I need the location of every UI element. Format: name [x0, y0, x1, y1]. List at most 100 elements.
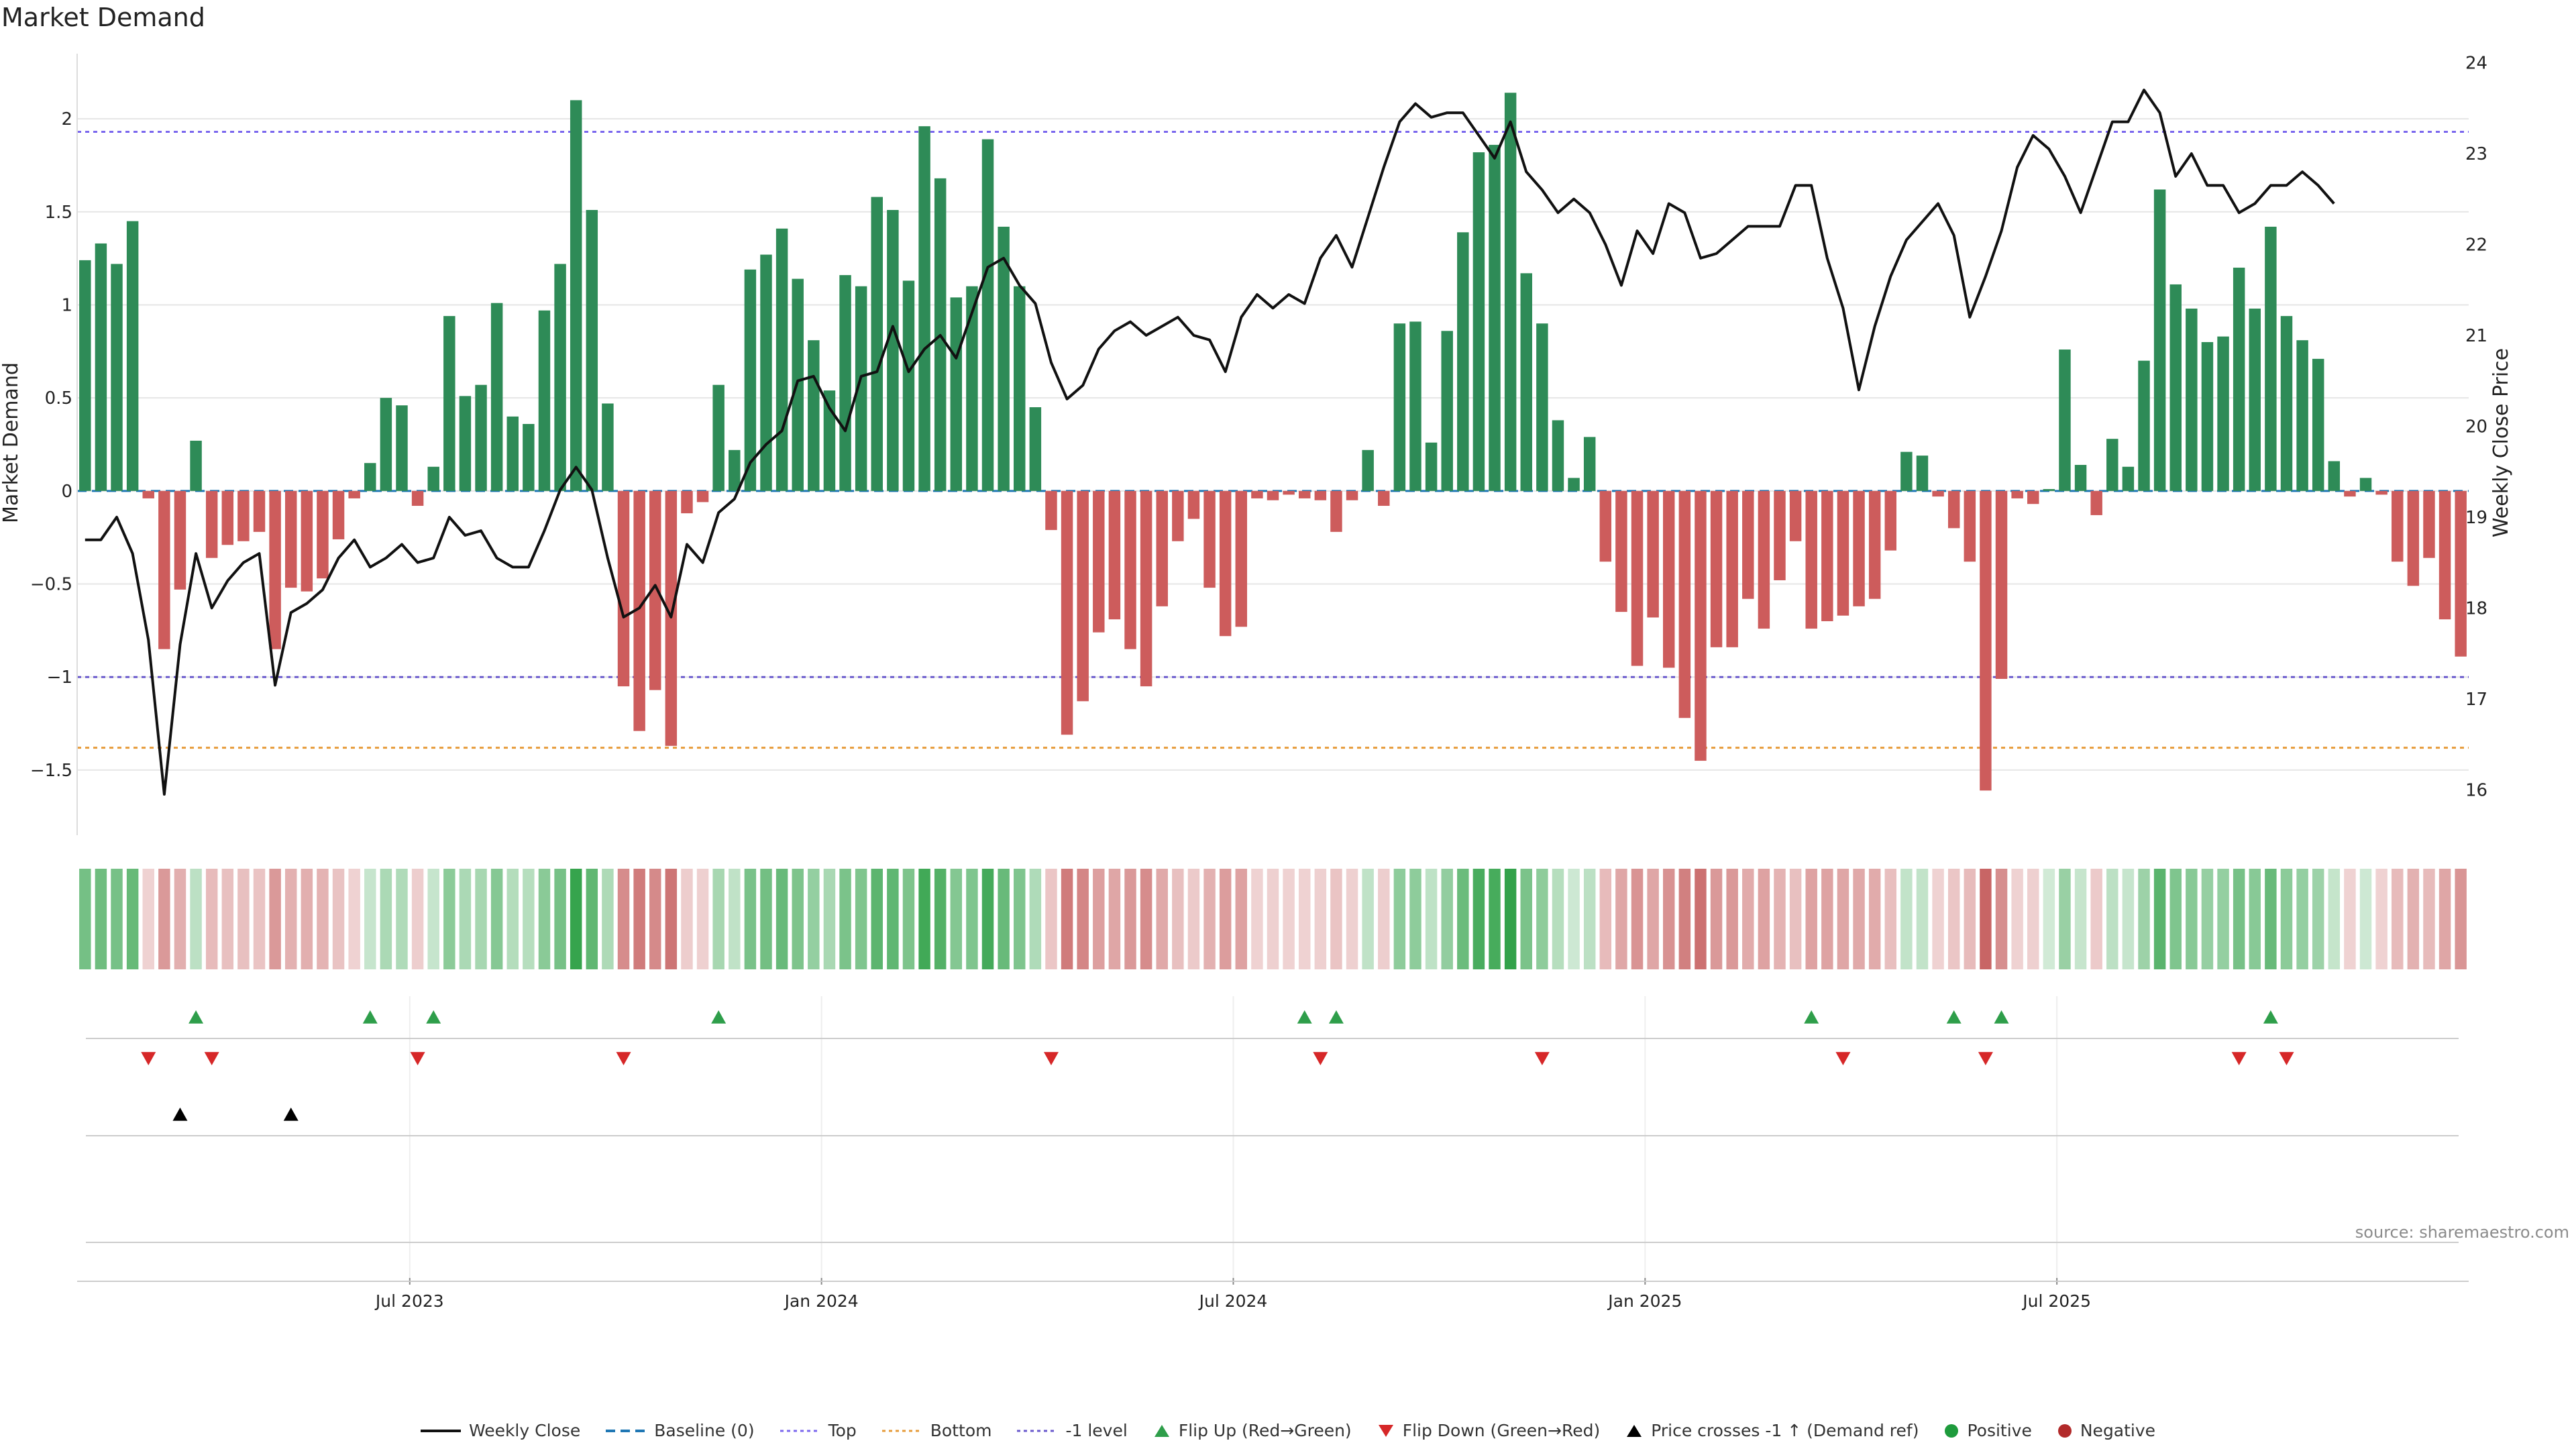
weekly-close-line: [85, 89, 2335, 796]
legend-item-bottom: Bottom: [881, 1421, 991, 1440]
heat-cell-negative: [1837, 869, 1849, 969]
demand-bar-negative: [174, 490, 186, 590]
demand-bar-negative: [253, 490, 266, 532]
heat-cell-positive: [523, 869, 535, 969]
flip-down-marker: [204, 1052, 219, 1065]
flip-up-marker: [426, 1010, 441, 1024]
chart-title: Market Demand: [1, 3, 205, 32]
demand-bar-negative: [411, 490, 424, 506]
heat-cell-positive: [998, 869, 1010, 969]
flip-up-marker: [1994, 1010, 2009, 1024]
heat-cell-positive: [966, 869, 978, 969]
demand-bar-positive: [2106, 439, 2118, 491]
demand-bar-negative: [1647, 490, 1659, 618]
heat-cell-negative: [617, 869, 630, 969]
heat-cell-negative: [1203, 869, 1216, 969]
heat-cell-negative: [649, 869, 661, 969]
heat-cell-negative: [2375, 869, 2387, 969]
price-cross-up-marker: [172, 1108, 188, 1121]
demand-bar-negative: [1172, 490, 1184, 541]
y-tick-label-left: 0: [61, 482, 72, 502]
demand-bar-negative: [1662, 490, 1675, 668]
demand-bar-positive: [2043, 489, 2055, 491]
demand-bar-negative: [301, 490, 313, 592]
heat-cell-positive: [1393, 869, 1406, 969]
heat-cell-positive: [1583, 869, 1596, 969]
flip-down-marker: [1978, 1052, 1993, 1065]
y-tick-label-right: 24: [2465, 54, 2487, 74]
x-tick-label: Jul 2023: [374, 1291, 444, 1311]
demand-bar-positive: [1472, 152, 1485, 491]
heat-cell-negative: [2423, 869, 2435, 969]
demand-bar-positive: [111, 264, 123, 491]
axes: 2 1.5 1 0.5 0 −0.5 −1 −1.5 24 23 22 21 20 19 18 17 16 Jul…: [30, 54, 2487, 1311]
demand-bar-negative: [1837, 490, 1849, 616]
y-tick-label-left: 2: [61, 109, 72, 129]
demand-bar-negative: [1124, 490, 1136, 649]
heat-cell-negative: [1108, 869, 1121, 969]
demand-bar-positive: [1504, 93, 1517, 491]
demand-bar-negative: [1821, 490, 1833, 622]
demand-bar-positive: [1568, 478, 1580, 491]
heat-cell-negative: [221, 869, 234, 969]
demand-bar-negative: [348, 490, 360, 498]
y-tick-label-right: 23: [2465, 144, 2487, 164]
demand-bar-positive: [808, 340, 820, 491]
legend-item-negative: Negative: [2057, 1421, 2155, 1440]
heat-cell-positive: [570, 869, 582, 969]
heat-cell-negative: [1378, 869, 1390, 969]
heat-cell-positive: [918, 869, 930, 969]
heat-cell-negative: [1742, 869, 1754, 969]
heat-cell-positive: [602, 869, 614, 969]
y-axis-label-right: Weekly Close Price: [2489, 348, 2513, 537]
demand-bar-positive: [1583, 437, 1596, 491]
demand-bar-positive: [2153, 189, 2166, 491]
circle-icon: [2057, 1424, 2072, 1438]
heat-cell-positive: [2217, 869, 2229, 969]
demand-bar-negative: [284, 490, 297, 588]
heat-cell-negative: [1045, 869, 1057, 969]
demand-bar-negative: [681, 490, 693, 514]
flip-up-marker: [362, 1010, 378, 1024]
legend-label: Price crosses -1 ↑ (Demand ref): [1651, 1421, 1919, 1440]
demand-bar-positive: [1552, 420, 1564, 491]
legend-label: Flip Down (Green→Red): [1402, 1421, 1601, 1440]
heat-cell-positive: [79, 869, 91, 969]
y-tick-label-right: 21: [2465, 326, 2487, 346]
heat-cell-negative: [237, 869, 250, 969]
heat-cell-negative: [1868, 869, 1881, 969]
demand-bar-positive: [506, 416, 519, 491]
demand-bar-negative: [1283, 490, 1295, 495]
demand-bar-negative: [2423, 490, 2435, 558]
demand-bar-negative: [1203, 490, 1216, 588]
demand-bar-negative: [1314, 490, 1327, 500]
heat-cell-positive: [1362, 869, 1374, 969]
heat-cell-negative: [2027, 869, 2039, 969]
demand-bar-positive: [1029, 407, 1042, 491]
heat-cell-positive: [396, 869, 408, 969]
y-tick-label-left: 1: [61, 295, 72, 315]
triangle-up-icon: [1154, 1424, 1169, 1437]
heat-cell-negative: [348, 869, 360, 969]
dotted-line-icon: [1017, 1430, 1058, 1432]
heat-cell-positive: [1409, 869, 1421, 969]
demand-bar-positive: [1409, 321, 1421, 491]
demand-bar-positive: [2201, 341, 2214, 491]
y-tick-label-right: 19: [2465, 508, 2487, 528]
legend-item-positive: Positive: [1944, 1421, 2032, 1440]
heat-cell-negative: [1061, 869, 1073, 969]
demand-bar-positive: [2280, 316, 2293, 491]
demand-bar-negative: [633, 490, 645, 731]
heat-cell-positive: [1489, 869, 1501, 969]
demand-bar-positive: [1900, 451, 1913, 491]
demand-bar-positive: [2217, 336, 2229, 491]
demand-bar-negative: [2027, 490, 2039, 504]
heat-cell-negative: [1995, 869, 2008, 969]
y-tick-label-left: −1: [47, 667, 72, 688]
demand-bar-negative: [1758, 490, 1770, 629]
demand-bar-negative: [1156, 490, 1168, 606]
demand-bar-negative: [1678, 490, 1691, 718]
demand-bar-positive: [839, 275, 851, 491]
heat-cell-negative: [2392, 869, 2404, 969]
